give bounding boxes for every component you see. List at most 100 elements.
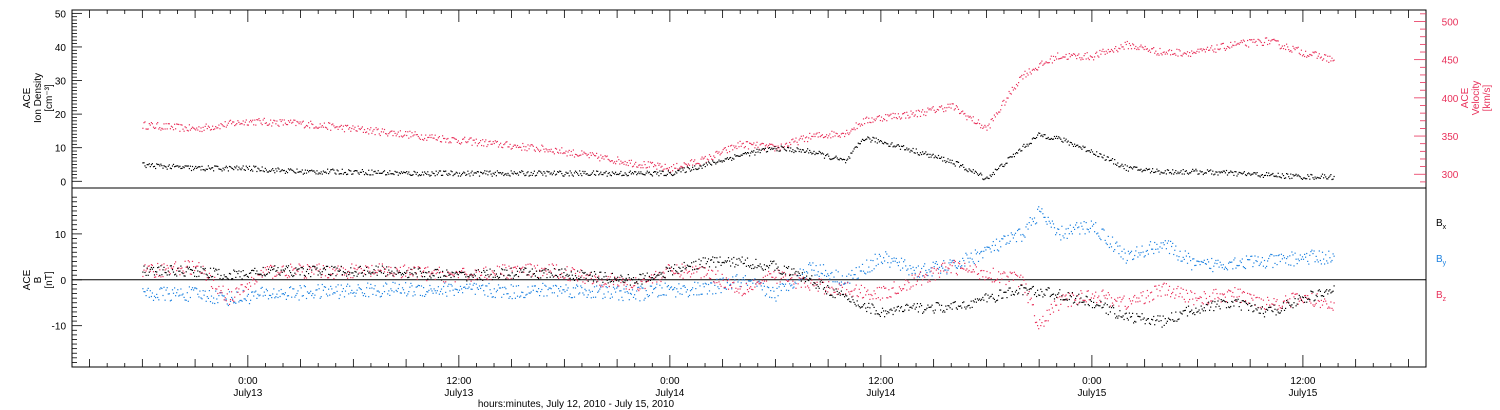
bx-series-point [484,271,486,273]
velocity-series-point [453,137,455,139]
by-series-point [144,291,146,293]
bx-series-point [280,269,282,271]
velocity-series-point [1241,41,1243,44]
bx-series-point [491,279,493,281]
by-series-point [315,289,317,291]
by-series-point [1230,261,1232,263]
velocity-series-point [1098,56,1100,58]
by-series-point [228,291,231,293]
velocity-series-point [528,148,530,150]
by-series-point [546,295,548,297]
density-series-point [860,140,862,142]
by-series-point [954,265,956,267]
density-series-point [439,170,442,172]
density-series-point [837,158,839,161]
velocity-series-point [1111,50,1114,52]
velocity-series-point [272,122,274,124]
bz-series-point [1074,299,1076,301]
by-series-point [397,287,399,290]
density-series-point [763,148,765,150]
by-series-point [885,251,887,253]
bz-series-point [680,274,682,276]
by-series-point [316,289,318,291]
density-series-point [311,169,313,171]
by-series-point [1062,235,1064,237]
velocity-series-point [697,162,699,164]
velocity-series-point [1107,48,1109,51]
bz-series-point [378,263,380,265]
velocity-series-point [771,143,773,145]
bz-series-point [649,277,651,279]
velocity-series-point [1010,93,1012,95]
density-series-point [261,166,263,168]
density-series-point [1286,173,1288,175]
by-series-point [334,292,336,294]
density-series-point [522,170,524,173]
bz-series-point [198,262,200,264]
by-series-point [323,286,325,288]
bx-series-point [355,271,357,273]
density-series-point [302,173,304,175]
bx-series-point [183,275,185,277]
by-series-point [777,295,779,297]
bz-series-point [1250,294,1252,296]
velocity-series-point [749,142,751,144]
bz-series-point [572,268,574,270]
by-series-point [1308,263,1310,265]
bz-series-point [292,269,294,271]
by-series-point [1113,250,1115,252]
bz-series-point [973,271,975,273]
density-series-point [779,150,781,152]
density-series-point [519,171,521,173]
by-series-point [275,296,277,298]
by-series-point [426,291,428,293]
velocity-series-point [1287,46,1289,48]
by-series-point [857,277,859,279]
bx-series-point [257,273,259,275]
velocity-series-point [376,129,378,131]
density-series-point [628,171,630,173]
velocity-series-point [420,134,423,136]
bz-series-point [819,283,821,285]
velocity-series-point [889,114,891,116]
density-series-point [366,173,368,175]
by-series-point [1008,242,1010,244]
by-series-point [928,269,930,271]
velocity-series-point [959,112,961,115]
by-series-point [178,295,180,297]
bz-series-point [428,272,430,274]
velocity-series-point [1288,49,1290,51]
bz-series-point [804,286,807,288]
by-series-point [1070,230,1072,233]
velocity-series-point [606,155,608,157]
by-series-point [297,290,299,292]
bx-series-point [415,273,417,275]
bx-series-point [315,268,317,270]
bz-series-point [569,280,571,282]
by-series-point [350,292,352,294]
bz-series-point [756,281,758,283]
density-series-point [586,173,588,175]
bz-series-point [231,291,233,293]
by-series-point [936,263,938,265]
density-series-point [1330,174,1332,176]
bx-series-point [477,269,479,271]
bz-series-point [1243,291,1245,293]
velocity-series-point [1007,97,1009,99]
density-series-point [1121,163,1123,165]
velocity-series-point [1251,39,1253,41]
density-series-point [808,152,810,154]
velocity-series-point [161,127,163,129]
density-series-point [675,171,677,173]
bx-series-point [482,279,484,281]
density-series-point [1193,170,1195,172]
density-series-point [353,170,355,172]
density-series-point [649,173,651,175]
bz-series-point [270,264,272,266]
by-series-point [582,292,584,294]
bz-series-point [262,271,264,273]
bx-series-point [419,270,421,272]
by-series-point [874,253,876,255]
bx-series-point [466,280,468,282]
by-series-point [436,290,438,292]
